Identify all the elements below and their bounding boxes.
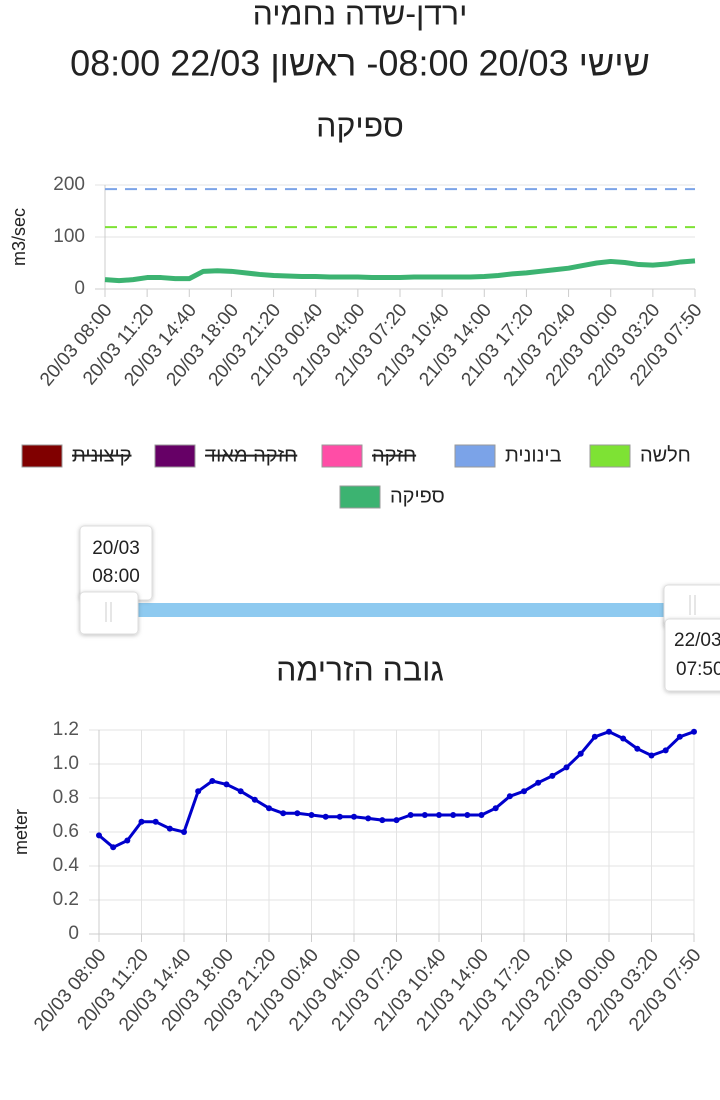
data-point — [676, 733, 683, 740]
data-point — [421, 812, 428, 818]
data-point — [110, 844, 117, 851]
data-point — [691, 728, 697, 735]
data-point — [181, 829, 187, 835]
y-tick-label: 0.4 — [53, 855, 80, 876]
data-point — [492, 805, 499, 812]
legend-label[interactable]: קיצונית — [72, 444, 131, 466]
y-axis-label: meter — [11, 809, 31, 855]
data-point — [436, 812, 442, 818]
data-point — [266, 805, 272, 812]
chart-title: ספיקה — [316, 107, 404, 143]
legend-label[interactable]: בינונית — [505, 444, 562, 466]
data-point — [620, 735, 627, 742]
data-point — [251, 796, 258, 803]
slider-start-date: 20/03 — [92, 538, 140, 559]
slider-handle[interactable] — [79, 591, 139, 635]
page-subtitle: שישי 20/03 08:00- ראשון 22/03 08:00 — [70, 43, 650, 84]
data-line — [104, 258, 696, 284]
slider-track — [108, 603, 708, 617]
data-point — [379, 817, 386, 824]
data-point — [591, 733, 598, 740]
data-point — [166, 825, 173, 832]
data-point — [648, 752, 655, 759]
data-point — [152, 818, 159, 825]
y-tick-label: 1.2 — [53, 719, 79, 740]
data-point — [407, 812, 414, 818]
legend-swatch[interactable] — [589, 444, 631, 468]
data-point — [521, 788, 527, 795]
legend-label[interactable]: חזקה — [372, 444, 416, 466]
data-point — [223, 781, 230, 788]
legend-swatch[interactable] — [154, 444, 196, 468]
slider-tooltip — [664, 618, 720, 692]
legend-label[interactable]: חלשה — [640, 444, 691, 466]
data-point — [577, 750, 584, 757]
data-point — [549, 772, 556, 779]
data-point — [308, 812, 315, 818]
y-tick-label: 0.8 — [53, 787, 79, 808]
y-tick-label: 1.0 — [53, 753, 79, 774]
data-point — [322, 813, 329, 820]
data-point — [209, 778, 216, 784]
data-point — [351, 813, 357, 820]
legend-swatch[interactable] — [339, 485, 381, 509]
data-point — [450, 812, 457, 818]
page-title: ירדן-שדה נחמיה — [253, 0, 468, 31]
data-point — [280, 810, 287, 817]
y-axis-label: m3/sec — [9, 208, 29, 266]
slider-start-time: 08:00 — [92, 566, 140, 587]
data-point — [563, 764, 570, 771]
data-point — [195, 788, 202, 795]
data-point — [634, 745, 641, 752]
data-point — [336, 813, 343, 820]
legend-label[interactable]: חזקה מאוד — [205, 444, 297, 466]
data-point — [535, 779, 542, 786]
data-point — [506, 793, 513, 800]
legend-swatch[interactable] — [454, 444, 496, 468]
data-point — [478, 812, 485, 818]
data-point — [393, 817, 400, 824]
data-point — [124, 837, 131, 844]
data-point — [365, 815, 372, 822]
data-point — [96, 832, 102, 839]
slider-end-time: 07:50 — [676, 659, 720, 680]
y-tick-label: 0.2 — [53, 889, 79, 910]
chart-title: גובה הזרימה — [276, 651, 444, 687]
y-tick-label: 0 — [68, 923, 79, 944]
y-tick-label: 100 — [53, 226, 85, 247]
legend-label[interactable]: ספיקה — [390, 485, 445, 507]
y-tick-label: 0 — [74, 278, 85, 299]
data-point — [237, 788, 244, 795]
data-point — [464, 812, 471, 818]
y-tick-label: 0.6 — [53, 821, 79, 842]
slider-end-date: 22/03 — [674, 630, 720, 651]
data-point — [662, 747, 669, 754]
legend-swatch[interactable] — [21, 444, 63, 468]
data-point — [294, 810, 301, 817]
data-point — [606, 728, 612, 735]
y-tick-label: 200 — [53, 174, 85, 195]
data-point — [138, 818, 145, 825]
legend-swatch[interactable] — [321, 444, 363, 468]
